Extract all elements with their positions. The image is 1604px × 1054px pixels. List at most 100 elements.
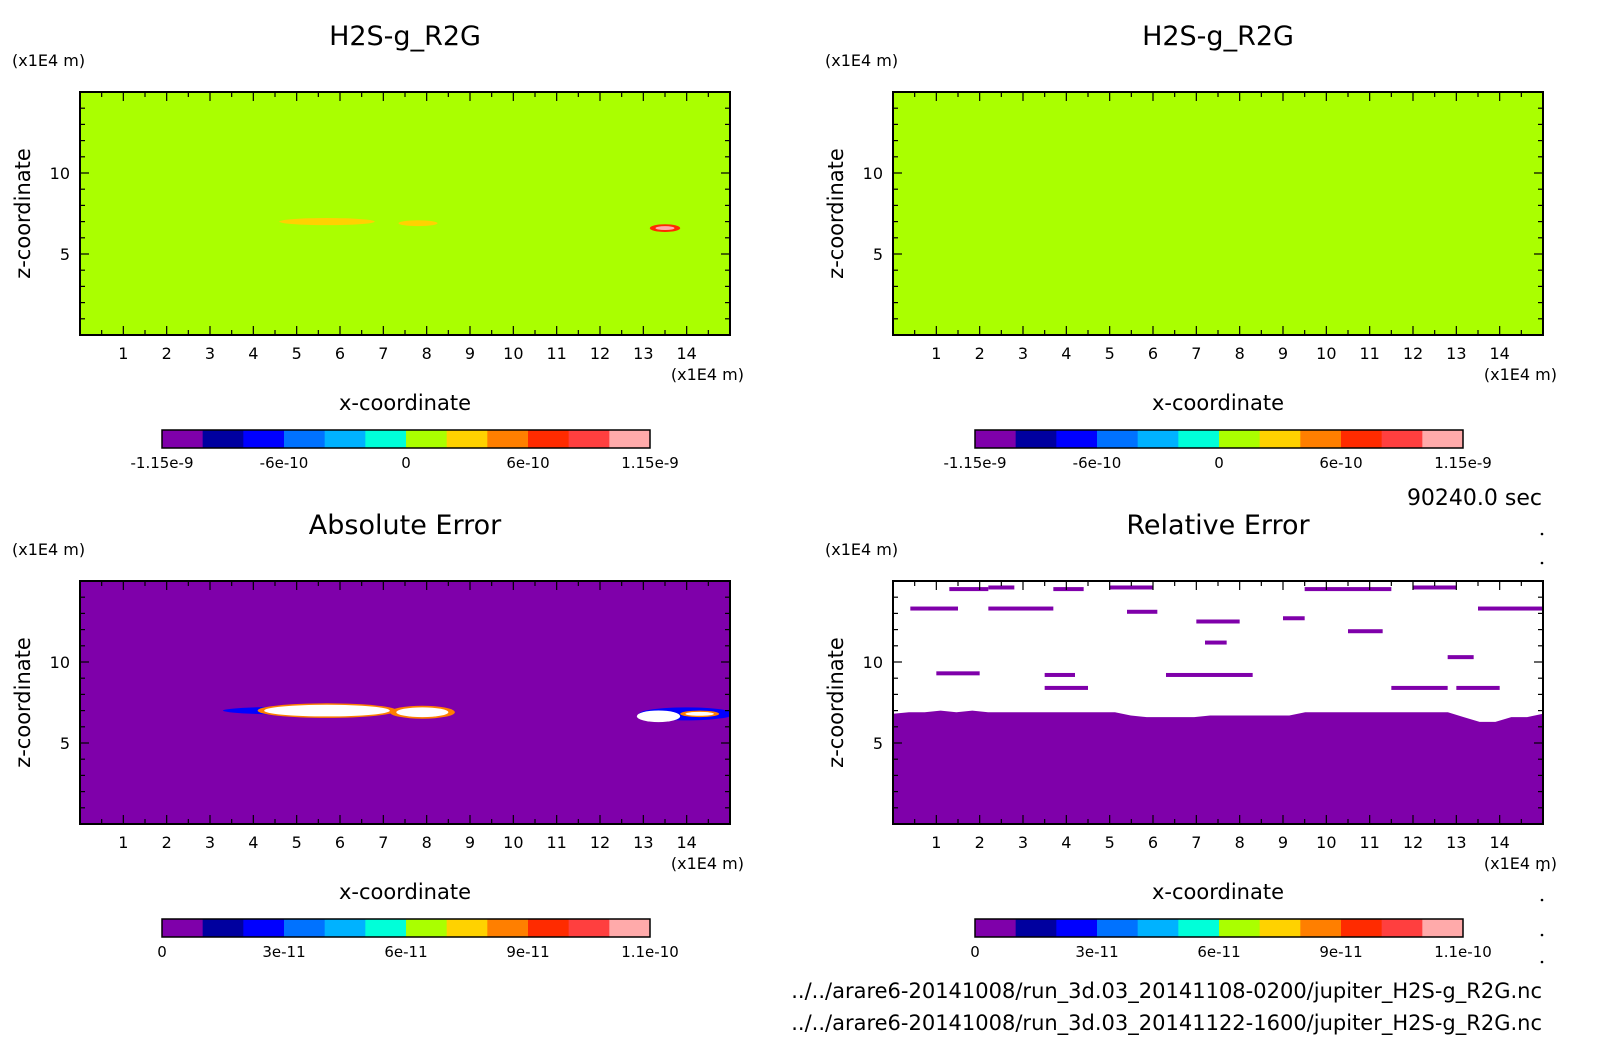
colorbar-swatch [406, 430, 448, 448]
colorbar: -1.15e-9 -6e-10 0 6e-10 1.15e-9 [944, 429, 1492, 472]
streak-13 [1348, 629, 1383, 634]
x-tick-label: 6 [335, 344, 345, 363]
colorbar-swatch [487, 430, 529, 448]
x-tick-label: 6 [1148, 833, 1158, 852]
x-tick-label: 6 [335, 833, 345, 852]
y-axis-label: z-coordinate [824, 637, 848, 768]
streak-6 [1413, 585, 1457, 590]
colorbar-swatch [1178, 919, 1220, 937]
x-tick-label: 1 [118, 833, 128, 852]
colorbar: -1.15e-9 -6e-10 0 6e-10 1.15e-9 [131, 429, 679, 472]
x-tick-label: 9 [465, 344, 475, 363]
margin-dot [1540, 933, 1544, 937]
margin-dot [1540, 561, 1544, 565]
time-label: 90240.0 sec [1407, 486, 1542, 511]
colorbar-tick-label: 9e-11 [1319, 943, 1362, 961]
y-tick-label: 5 [60, 734, 70, 753]
x-tick-label: 12 [590, 344, 610, 363]
colorbar-swatch [162, 919, 204, 937]
colorbar-tick-label: 9e-11 [506, 943, 549, 961]
colorbar-swatch [365, 919, 407, 937]
x-tick-label: 8 [422, 344, 432, 363]
colorbar-swatch [1341, 919, 1383, 937]
chart-title: Relative Error [1126, 510, 1310, 541]
y-tick-label: 10 [50, 653, 70, 672]
filled-region [893, 710, 1543, 824]
streak-15 [936, 671, 980, 676]
x-tick-label: 3 [205, 344, 215, 363]
colorbar-swatch [528, 430, 570, 448]
colorbar-tick-label: 6e-10 [1319, 454, 1362, 472]
margin-dot [1540, 532, 1544, 536]
x-tick-label: 2 [162, 344, 172, 363]
x-tick-label: 8 [1235, 344, 1245, 363]
x-tick-label: 11 [1359, 833, 1379, 852]
colorbar-tick-label: 6e-10 [506, 454, 549, 472]
colorbar-swatch [202, 430, 244, 448]
colorbar-tick-label: -1.15e-9 [944, 454, 1007, 472]
colorbar-swatch [609, 430, 651, 448]
x-tick-label: 12 [590, 833, 610, 852]
colorbar-swatch [1056, 919, 1098, 937]
colorbar-tick-label: -6e-10 [260, 454, 309, 472]
plot-background [80, 581, 730, 824]
contour-feature-9 [685, 711, 714, 716]
x-tick-label: 13 [633, 344, 653, 363]
colorbar-swatch [1056, 430, 1098, 448]
colorbar-swatch [162, 430, 204, 448]
streak-7 [910, 606, 958, 611]
x-tick-label: 13 [1446, 833, 1466, 852]
x-unit-label: (x1E4 m) [1484, 365, 1557, 384]
x-tick-label: 7 [1191, 344, 1201, 363]
contour-feature-4 [655, 226, 675, 231]
x-axis-label: x-coordinate [339, 880, 471, 904]
colorbar-swatch [202, 919, 244, 937]
x-tick-label: 5 [292, 344, 302, 363]
x-axis-label: x-coordinate [1152, 391, 1284, 415]
contour-feature-2 [398, 220, 438, 227]
colorbar-tick-label: 1.15e-9 [1434, 454, 1492, 472]
colorbar-swatch [528, 919, 570, 937]
colorbar-frame [974, 918, 1464, 938]
x-tick-label: 3 [205, 833, 215, 852]
streak-14 [1205, 640, 1227, 645]
x-tick-label: 5 [292, 833, 302, 852]
x-tick-label: 13 [1446, 344, 1466, 363]
streak-1 [949, 587, 989, 592]
x-tick-label: 4 [248, 344, 258, 363]
colorbar-swatch [609, 919, 651, 937]
contour-feature-3 [264, 704, 390, 717]
x-tick-label: 14 [1489, 833, 1509, 852]
colorbar-tick-label: 0 [1214, 454, 1224, 472]
colorbar-swatch [1015, 919, 1057, 937]
colorbar-tick-label: -6e-10 [1073, 454, 1122, 472]
plot-area [893, 585, 1543, 824]
x-tick-label: 9 [465, 833, 475, 852]
plot-background [80, 92, 730, 335]
x-tick-label: 7 [378, 833, 388, 852]
streak-12 [1283, 616, 1305, 621]
colorbar-tick-label: 0 [157, 943, 167, 961]
x-tick-label: 14 [676, 833, 696, 852]
colorbar-swatch [1300, 919, 1342, 937]
colorbar-swatch [1137, 919, 1179, 937]
colorbar-swatch [1259, 430, 1301, 448]
x-axis-label: x-coordinate [1152, 880, 1284, 904]
file-path-2: ../../arare6-20141008/run_3d.03_20141122… [791, 1011, 1542, 1036]
x-tick-label: 1 [931, 833, 941, 852]
y-unit-label: (x1E4 m) [12, 540, 85, 559]
x-tick-label: 5 [1105, 344, 1115, 363]
y-tick-label: 5 [873, 734, 883, 753]
x-axis-label: x-coordinate [339, 391, 471, 415]
x-tick-label: 11 [546, 833, 566, 852]
margin-dot [1540, 898, 1544, 902]
colorbar-swatch [568, 430, 610, 448]
streak-16 [1044, 672, 1075, 677]
y-unit-label: (x1E4 m) [12, 51, 85, 70]
colorbar-tick-label: 0 [401, 454, 411, 472]
y-tick-label: 10 [863, 653, 883, 672]
x-tick-label: 11 [1359, 344, 1379, 363]
x-unit-label: (x1E4 m) [671, 854, 744, 873]
